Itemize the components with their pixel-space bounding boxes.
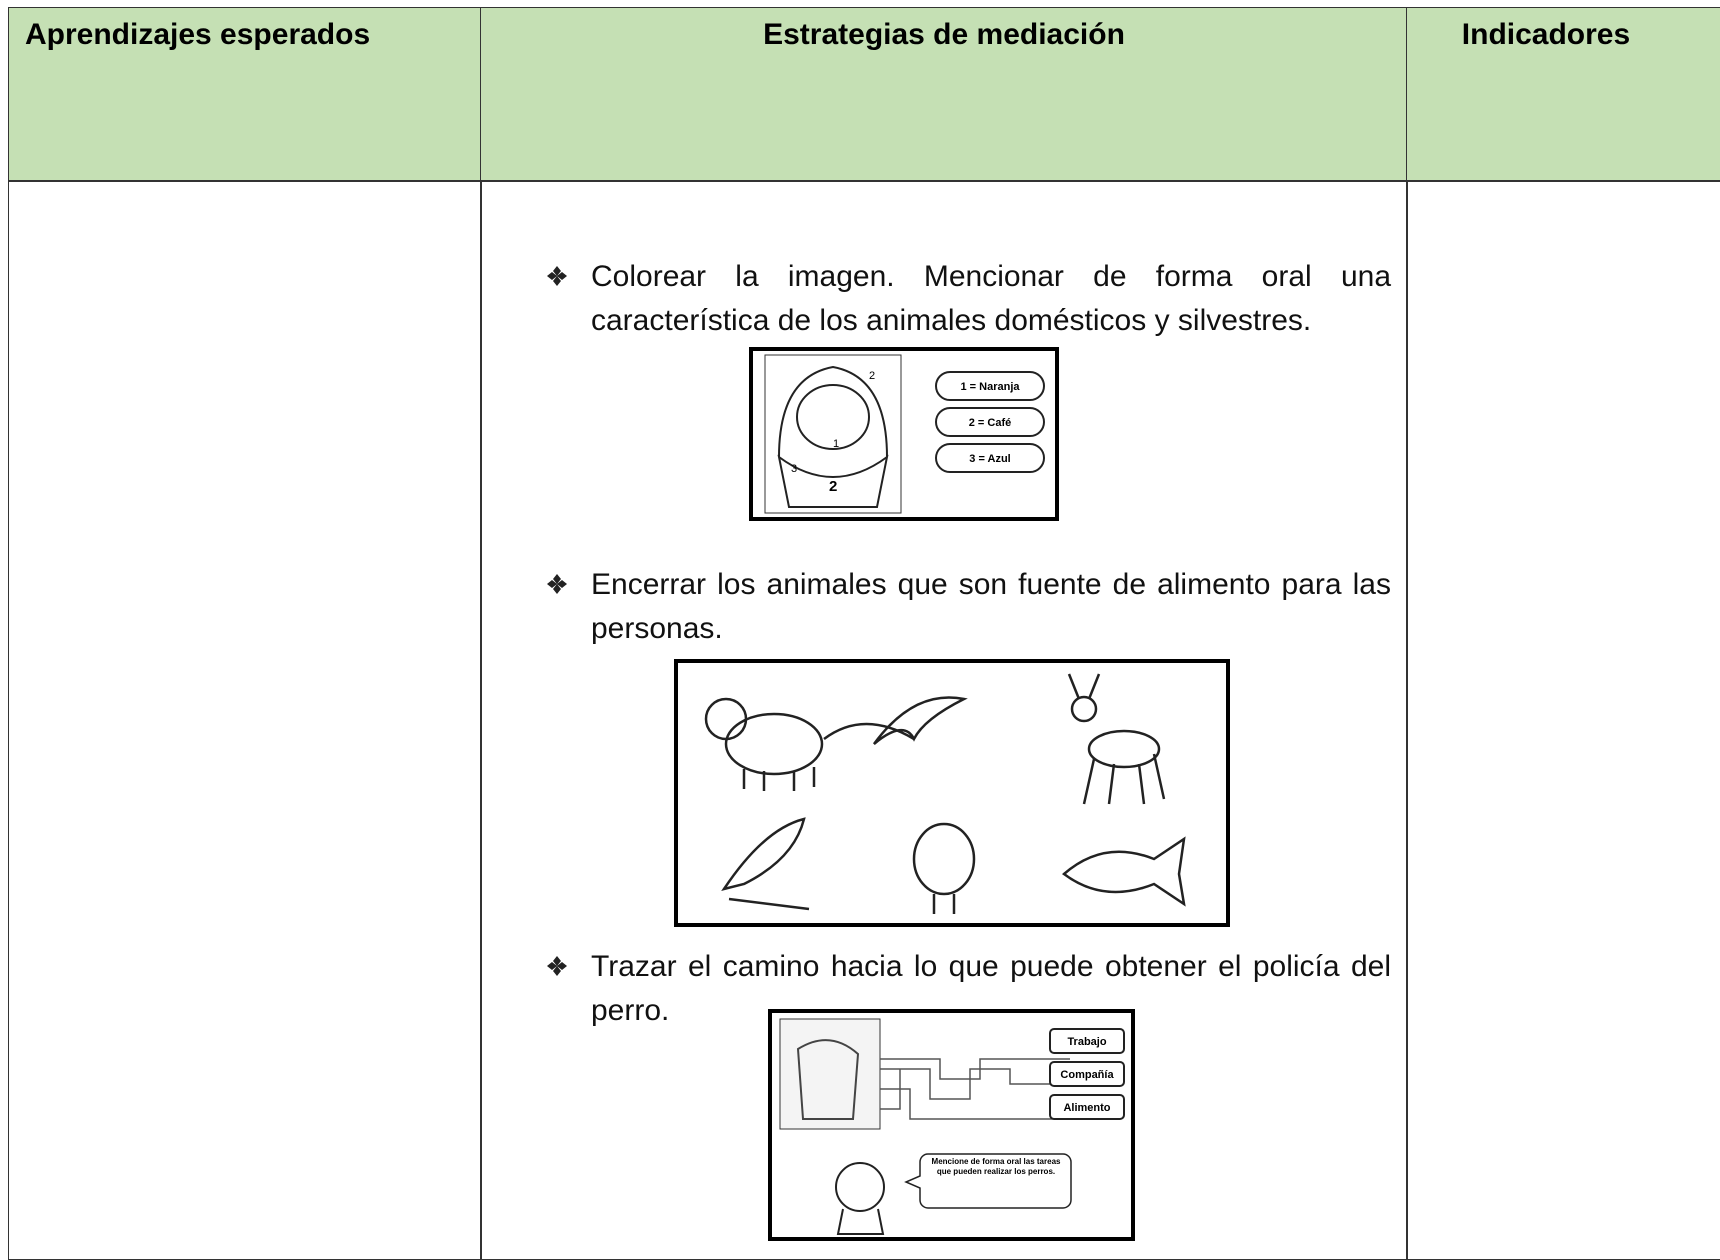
bullet [547,574,567,594]
bullet [547,956,567,976]
animals-image [674,659,1230,927]
body-cell [8,180,482,1260]
body-cell [1406,180,1720,1260]
color-label: 1 = Naranja [960,381,1020,393]
maze-label: Alimento [1063,1102,1110,1114]
header-text: Aprendizajes esperados [25,18,371,51]
bubble-box: Mencione de forma oral las tareas que pu… [931,1157,1061,1176]
strategy-text: Trazar el camino hacia lo que puede obte… [591,945,1391,1033]
maze-image: Trabajo Compañía Alimento Mencione de fo… [768,1009,1135,1241]
header-cell: Estrategias de mediación [480,7,1408,182]
strategy-text: Colorear la imagen. Mencionar de forma o… [591,260,1391,337]
maze-label: Trabajo [1067,1036,1106,1048]
coloring-image: 2 1 3 2 1 = Naranja 2 = Café 3 = Azul [749,347,1059,521]
header-text: Estrategias de mediación [763,18,1125,51]
picture-number: 3 [791,463,797,475]
maze-label: Compañía [1060,1069,1114,1081]
color-label: 2 = Café [969,417,1012,429]
picture-number: 1 [833,438,839,450]
strategy-text: Encerrar los animales que son fuente de … [591,568,1391,645]
header-cell: Aprendizajes esperados [8,7,482,182]
header-text: Indicadores [1461,18,1631,51]
picture-number: 2 [869,370,875,382]
color-label: 3 = Azul [969,453,1010,465]
bubble-text: Mencione de forma oral las tareas que pu… [931,1157,1061,1176]
strategy-text-span: Trazar el camino hacia lo que puede obte… [591,950,1391,1027]
header-cell: Indicadores [1406,7,1720,182]
bullet [547,266,567,286]
picture-number: 2 [829,478,837,495]
